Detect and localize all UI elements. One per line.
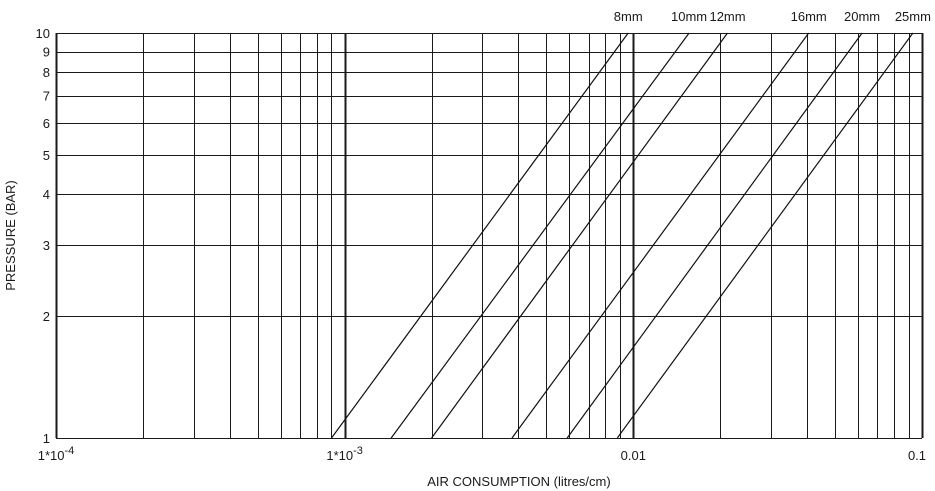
series-label-25mm: 25mm [895, 9, 931, 24]
series-label-10mm: 10mm [671, 9, 707, 24]
series-line-16mm [511, 32, 810, 439]
y-tick-label: 9 [43, 45, 50, 60]
x-tick-label: 0.1 [908, 448, 926, 463]
y-tick-label: 10 [36, 26, 50, 41]
labels: AIR CONSUMPTION (litres/cm) PRESSURE (BA… [3, 9, 931, 489]
y-tick-label: 5 [43, 148, 50, 163]
y-tick-label: 2 [43, 309, 50, 324]
y-axis-label: PRESSURE (BAR) [3, 180, 18, 291]
series-label-16mm: 16mm [791, 9, 827, 24]
series-line-8mm [331, 32, 629, 439]
x-axis-label: AIR CONSUMPTION (litres/cm) [427, 474, 610, 489]
series-line-10mm [390, 32, 690, 439]
x-tick-label: 1*10-3 [326, 445, 363, 463]
series-line-20mm [566, 32, 863, 439]
y-tick-label: 8 [43, 65, 50, 80]
series-label-8mm: 8mm [614, 9, 643, 24]
series-line-25mm [616, 32, 914, 439]
y-tick-label: 1 [43, 431, 50, 446]
x-tick-label: 1*10-4 [38, 445, 75, 463]
series-line-12mm [431, 32, 728, 439]
grid [55, 33, 924, 439]
y-tick-label: 4 [43, 187, 50, 202]
y-tick-label: 3 [43, 238, 50, 253]
y-tick-label: 6 [43, 116, 50, 131]
y-tick-label: 7 [43, 89, 50, 104]
series-label-12mm: 12mm [709, 9, 745, 24]
x-tick-label: 0.01 [621, 448, 646, 463]
series-lines [331, 32, 914, 439]
series-label-20mm: 20mm [844, 9, 880, 24]
